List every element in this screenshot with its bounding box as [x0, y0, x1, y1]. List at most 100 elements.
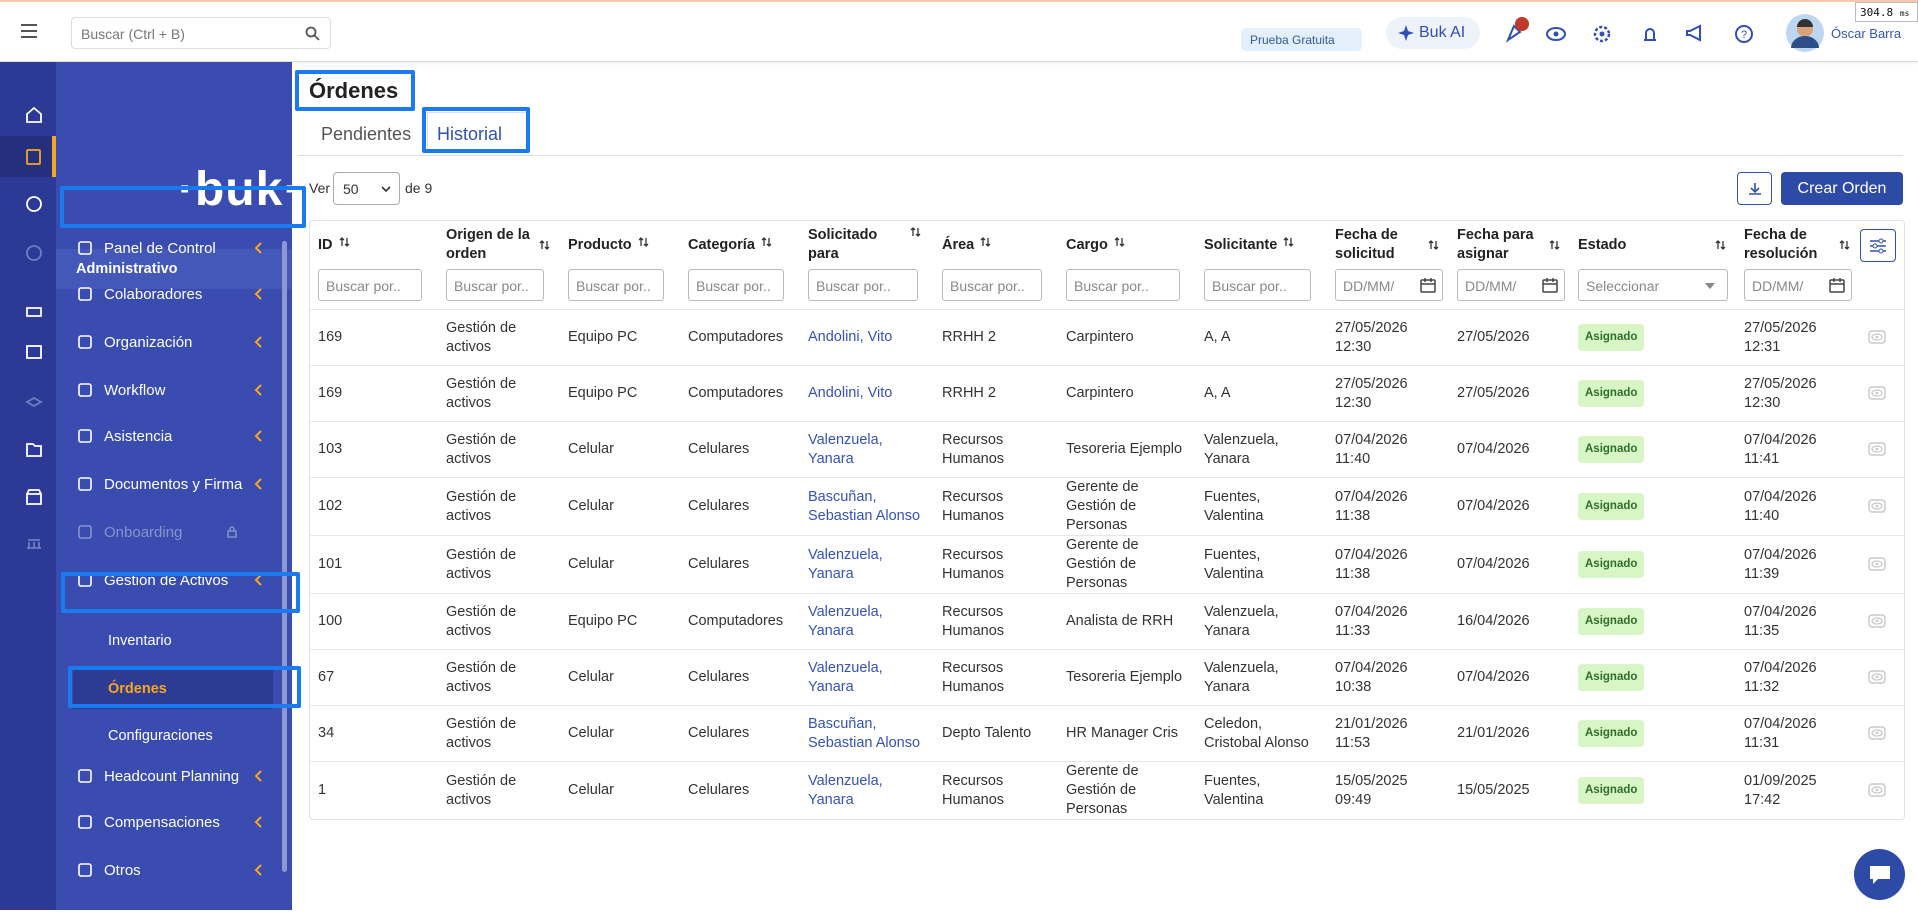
view-button[interactable] [1868, 385, 1888, 402]
filter-input[interactable]: Buscar por.. [808, 269, 918, 301]
cell-text: Recursos Humanos [942, 603, 1005, 639]
table-cell: 16/04/2026 [1449, 593, 1570, 650]
search-box[interactable]: Buscar (Ctrl + B) [71, 17, 331, 49]
nav-item[interactable]: Gestión de Activos [56, 560, 292, 600]
cell-text: 07/04/2026 [1457, 441, 1530, 457]
filter-input[interactable]: Buscar por.. [688, 269, 784, 301]
nav-item[interactable]: Asistencia [56, 416, 292, 456]
nav-item[interactable]: Headcount Planning [56, 756, 292, 796]
column-header[interactable]: Solicitado para [800, 221, 934, 269]
download-button[interactable] [1737, 172, 1772, 205]
column-header[interactable]: Origen de la orden [438, 221, 560, 269]
nav-item[interactable]: Colaboradores [56, 274, 292, 314]
filter-input[interactable]: Buscar por.. [1204, 269, 1311, 301]
cell-text: 07/04/2026 10:38 [1335, 659, 1408, 695]
view-button[interactable] [1868, 782, 1888, 799]
view-button[interactable] [1868, 441, 1888, 458]
table-cell: Celulares [680, 421, 800, 478]
filter-cell: Buscar por.. [800, 269, 934, 310]
requester-link[interactable]: Valenzuela, Yanara [808, 431, 883, 467]
view-button[interactable] [1868, 498, 1888, 515]
filter-input[interactable]: Buscar por.. [1066, 269, 1180, 301]
column-header[interactable]: Fecha de resolución [1736, 221, 1860, 269]
nav-item[interactable]: Onboarding [56, 512, 292, 552]
view-button[interactable] [1868, 556, 1888, 573]
column-settings-button[interactable] [1860, 229, 1896, 262]
cell-text: 07/04/2026 11:32 [1744, 659, 1817, 695]
requester-link[interactable]: Valenzuela, Yanara [808, 659, 883, 695]
nav-subitem[interactable]: Inventario [56, 621, 292, 661]
requester-link[interactable]: Andolini, Vito [808, 329, 893, 345]
table-cell: Recursos Humanos [934, 421, 1058, 478]
tab[interactable]: Pendientes [321, 124, 412, 144]
view-button[interactable] [1868, 613, 1888, 630]
status-badge: Asignado [1578, 664, 1645, 691]
column-header[interactable]: Categoría [680, 221, 800, 269]
view-button[interactable] [1868, 725, 1888, 742]
cell-text: Recursos Humanos [942, 488, 1005, 524]
requester-link[interactable]: Valenzuela, Yanara [808, 772, 883, 808]
column-header[interactable]: Solicitante [1196, 221, 1327, 269]
requester-link[interactable]: Andolini, Vito [808, 385, 893, 401]
filter-input[interactable]: Seleccionar [1578, 269, 1728, 301]
tab-active[interactable]: Historial [437, 124, 503, 144]
ai-text: Buk AI [1419, 24, 1466, 41]
nav-subitem[interactable]: Configuraciones [56, 716, 292, 756]
settings-cell [1860, 221, 1904, 310]
filter-input[interactable]: DD/MM/ [1457, 269, 1565, 301]
nav-subitem[interactable]: Órdenes [73, 669, 273, 709]
filter-input[interactable]: Buscar por.. [446, 269, 544, 301]
column-header[interactable]: Área [934, 221, 1058, 269]
column-header[interactable]: Fecha de solicitud [1327, 221, 1449, 269]
filter-input[interactable]: Buscar por.. [568, 269, 664, 301]
create-button[interactable]: Crear Orden [1781, 172, 1903, 205]
nav-item[interactable]: Documentos y Firma [56, 464, 292, 504]
section-header[interactable]: Administrativo [56, 249, 292, 289]
table-cell: Computadores [680, 593, 800, 650]
requester-link[interactable]: Bascuñan, Sebastian Alonso [808, 715, 921, 751]
nav-item[interactable]: Panel de Control [56, 228, 292, 268]
column-header[interactable]: Estado [1570, 221, 1736, 269]
nav-item[interactable]: Organización [56, 322, 292, 362]
sort-icon [539, 240, 550, 250]
page-size-label: Ver [309, 180, 331, 196]
chat-icon [1870, 866, 1890, 884]
nav-item[interactable]: Workflow [56, 370, 292, 410]
filter-input[interactable]: Buscar por.. [318, 269, 422, 301]
column-header[interactable]: Fecha para asignar [1449, 221, 1570, 269]
requester-link[interactable]: Valenzuela, Yanara [808, 546, 883, 582]
table-cell: Celular [560, 535, 680, 594]
view-button[interactable] [1868, 329, 1888, 346]
select-caret [381, 186, 391, 193]
column-header[interactable]: Producto [560, 221, 680, 269]
cell-text: 101 [318, 556, 343, 572]
cell-text: Equipo PC [568, 329, 638, 345]
chevron [254, 864, 262, 876]
cell-text: Gerente de Gestión de Personas [1066, 763, 1139, 817]
page-size-select[interactable]: 50 [333, 172, 400, 205]
filter-input[interactable]: DD/MM/ [1335, 269, 1443, 301]
nav-item[interactable]: Otros [56, 850, 292, 890]
table-cell: Gestión de activos [438, 761, 560, 819]
cell-text: A, A [1204, 329, 1231, 345]
buk-ai-button[interactable]: Buk AI [1386, 17, 1480, 49]
filter-input[interactable]: Buscar por.. [942, 269, 1042, 301]
chevron [254, 430, 262, 442]
menu-button[interactable] [21, 24, 37, 38]
column-header[interactable]: Cargo [1058, 221, 1196, 269]
column-header[interactable]: ID [310, 221, 438, 269]
view-button[interactable] [1868, 669, 1888, 686]
nav-item[interactable]: Compensaciones [56, 802, 292, 842]
user-name[interactable]: Óscar Barra [1831, 26, 1902, 41]
chat-button[interactable] [1854, 849, 1905, 900]
table-cell: Asignado [1570, 365, 1736, 422]
cell-text: 07/04/2026 11:38 [1335, 546, 1408, 582]
table-cell: Asignado [1570, 477, 1736, 536]
avatar[interactable] [1786, 14, 1824, 52]
trial-badge[interactable]: Prueba Gratuita [1241, 28, 1362, 51]
chevron [254, 288, 262, 300]
requester-link[interactable]: Valenzuela, Yanara [808, 603, 883, 639]
filter-input[interactable]: DD/MM/ [1744, 269, 1852, 301]
requester-link[interactable]: Bascuñan, Sebastian Alonso [808, 488, 921, 524]
select-caret [1705, 283, 1715, 289]
